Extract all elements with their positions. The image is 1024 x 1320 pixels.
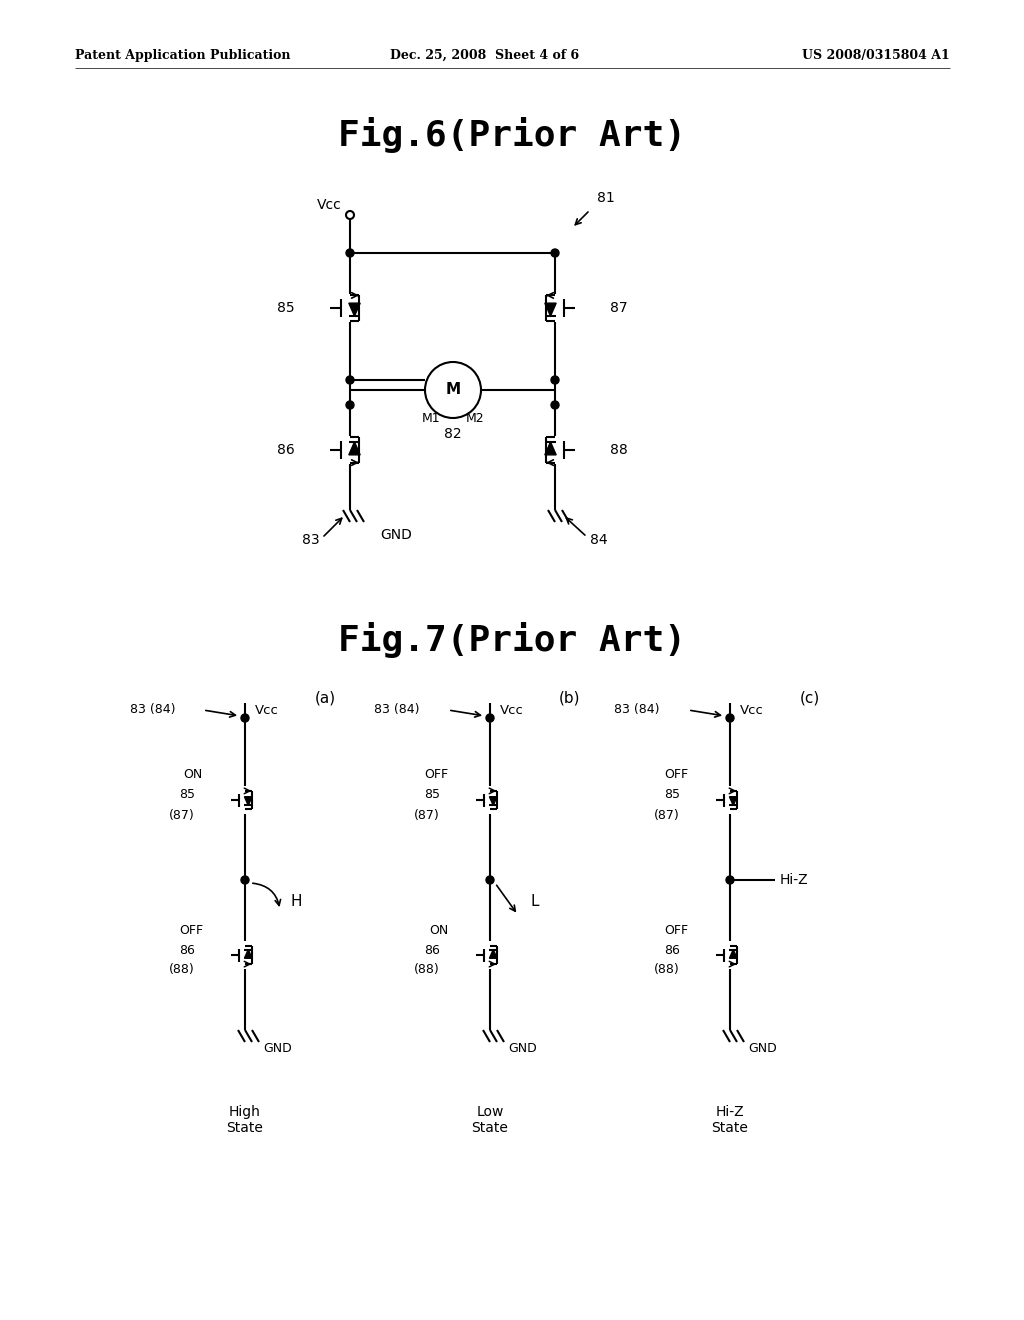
Polygon shape (245, 949, 252, 958)
Text: 85: 85 (664, 788, 680, 801)
Text: Hi-Z: Hi-Z (780, 873, 809, 887)
Text: GND: GND (748, 1041, 777, 1055)
Polygon shape (729, 797, 737, 805)
Text: (c): (c) (800, 690, 820, 705)
Text: US 2008/0315804 A1: US 2008/0315804 A1 (802, 49, 950, 62)
Circle shape (241, 876, 249, 884)
Circle shape (346, 249, 354, 257)
Polygon shape (245, 797, 252, 805)
Text: 85: 85 (424, 788, 440, 801)
Text: L: L (530, 895, 539, 909)
Text: 85: 85 (278, 301, 295, 315)
Polygon shape (349, 442, 360, 455)
Text: 83 (84): 83 (84) (614, 704, 660, 717)
Polygon shape (489, 949, 497, 958)
Circle shape (241, 714, 249, 722)
Text: 83 (84): 83 (84) (375, 704, 420, 717)
Text: Low
State: Low State (472, 1105, 509, 1135)
Polygon shape (489, 797, 497, 805)
Text: M1: M1 (422, 412, 440, 425)
Text: Vcc: Vcc (740, 704, 764, 717)
Text: 88: 88 (610, 444, 628, 457)
Text: ON: ON (429, 924, 449, 936)
Text: (88): (88) (169, 964, 195, 977)
Text: 81: 81 (597, 191, 614, 205)
Circle shape (346, 401, 354, 409)
Text: (88): (88) (415, 964, 440, 977)
Text: 84: 84 (590, 533, 607, 546)
Text: 83 (84): 83 (84) (129, 704, 175, 717)
Text: GND: GND (263, 1041, 292, 1055)
Text: (87): (87) (415, 808, 440, 821)
Text: High
State: High State (226, 1105, 263, 1135)
Text: (88): (88) (654, 964, 680, 977)
Text: ON: ON (183, 768, 203, 781)
Text: 83: 83 (302, 533, 319, 546)
Circle shape (726, 714, 734, 722)
Text: (a): (a) (314, 690, 336, 705)
Text: 85: 85 (179, 788, 195, 801)
Text: OFF: OFF (664, 924, 688, 936)
Text: Vcc: Vcc (317, 198, 342, 213)
Circle shape (551, 249, 559, 257)
Polygon shape (545, 442, 556, 455)
Text: 86: 86 (278, 444, 295, 457)
Text: M: M (445, 383, 461, 397)
Polygon shape (729, 949, 737, 958)
Text: GND: GND (508, 1041, 537, 1055)
Text: Hi-Z
State: Hi-Z State (712, 1105, 749, 1135)
Circle shape (346, 376, 354, 384)
Text: OFF: OFF (424, 768, 449, 781)
Text: Vcc: Vcc (500, 704, 524, 717)
Text: Dec. 25, 2008  Sheet 4 of 6: Dec. 25, 2008 Sheet 4 of 6 (390, 49, 580, 62)
Text: Fig.7(Prior Art): Fig.7(Prior Art) (338, 622, 686, 657)
Circle shape (486, 876, 494, 884)
Text: H: H (290, 895, 301, 909)
Text: (87): (87) (654, 808, 680, 821)
Text: M2: M2 (466, 412, 484, 425)
Polygon shape (349, 304, 360, 315)
Text: GND: GND (380, 528, 412, 543)
Text: 86: 86 (665, 944, 680, 957)
Circle shape (551, 376, 559, 384)
Text: Fig.6(Prior Art): Fig.6(Prior Art) (338, 117, 686, 153)
Text: 86: 86 (179, 944, 195, 957)
Text: OFF: OFF (664, 768, 688, 781)
Circle shape (486, 714, 494, 722)
Text: 86: 86 (424, 944, 440, 957)
Circle shape (726, 876, 734, 884)
Text: Vcc: Vcc (255, 704, 279, 717)
Circle shape (551, 401, 559, 409)
Text: 87: 87 (610, 301, 628, 315)
Text: OFF: OFF (179, 924, 203, 936)
Text: (87): (87) (169, 808, 195, 821)
Text: 82: 82 (444, 426, 462, 441)
Polygon shape (545, 304, 556, 315)
Text: (b): (b) (559, 690, 581, 705)
Text: Patent Application Publication: Patent Application Publication (75, 49, 291, 62)
